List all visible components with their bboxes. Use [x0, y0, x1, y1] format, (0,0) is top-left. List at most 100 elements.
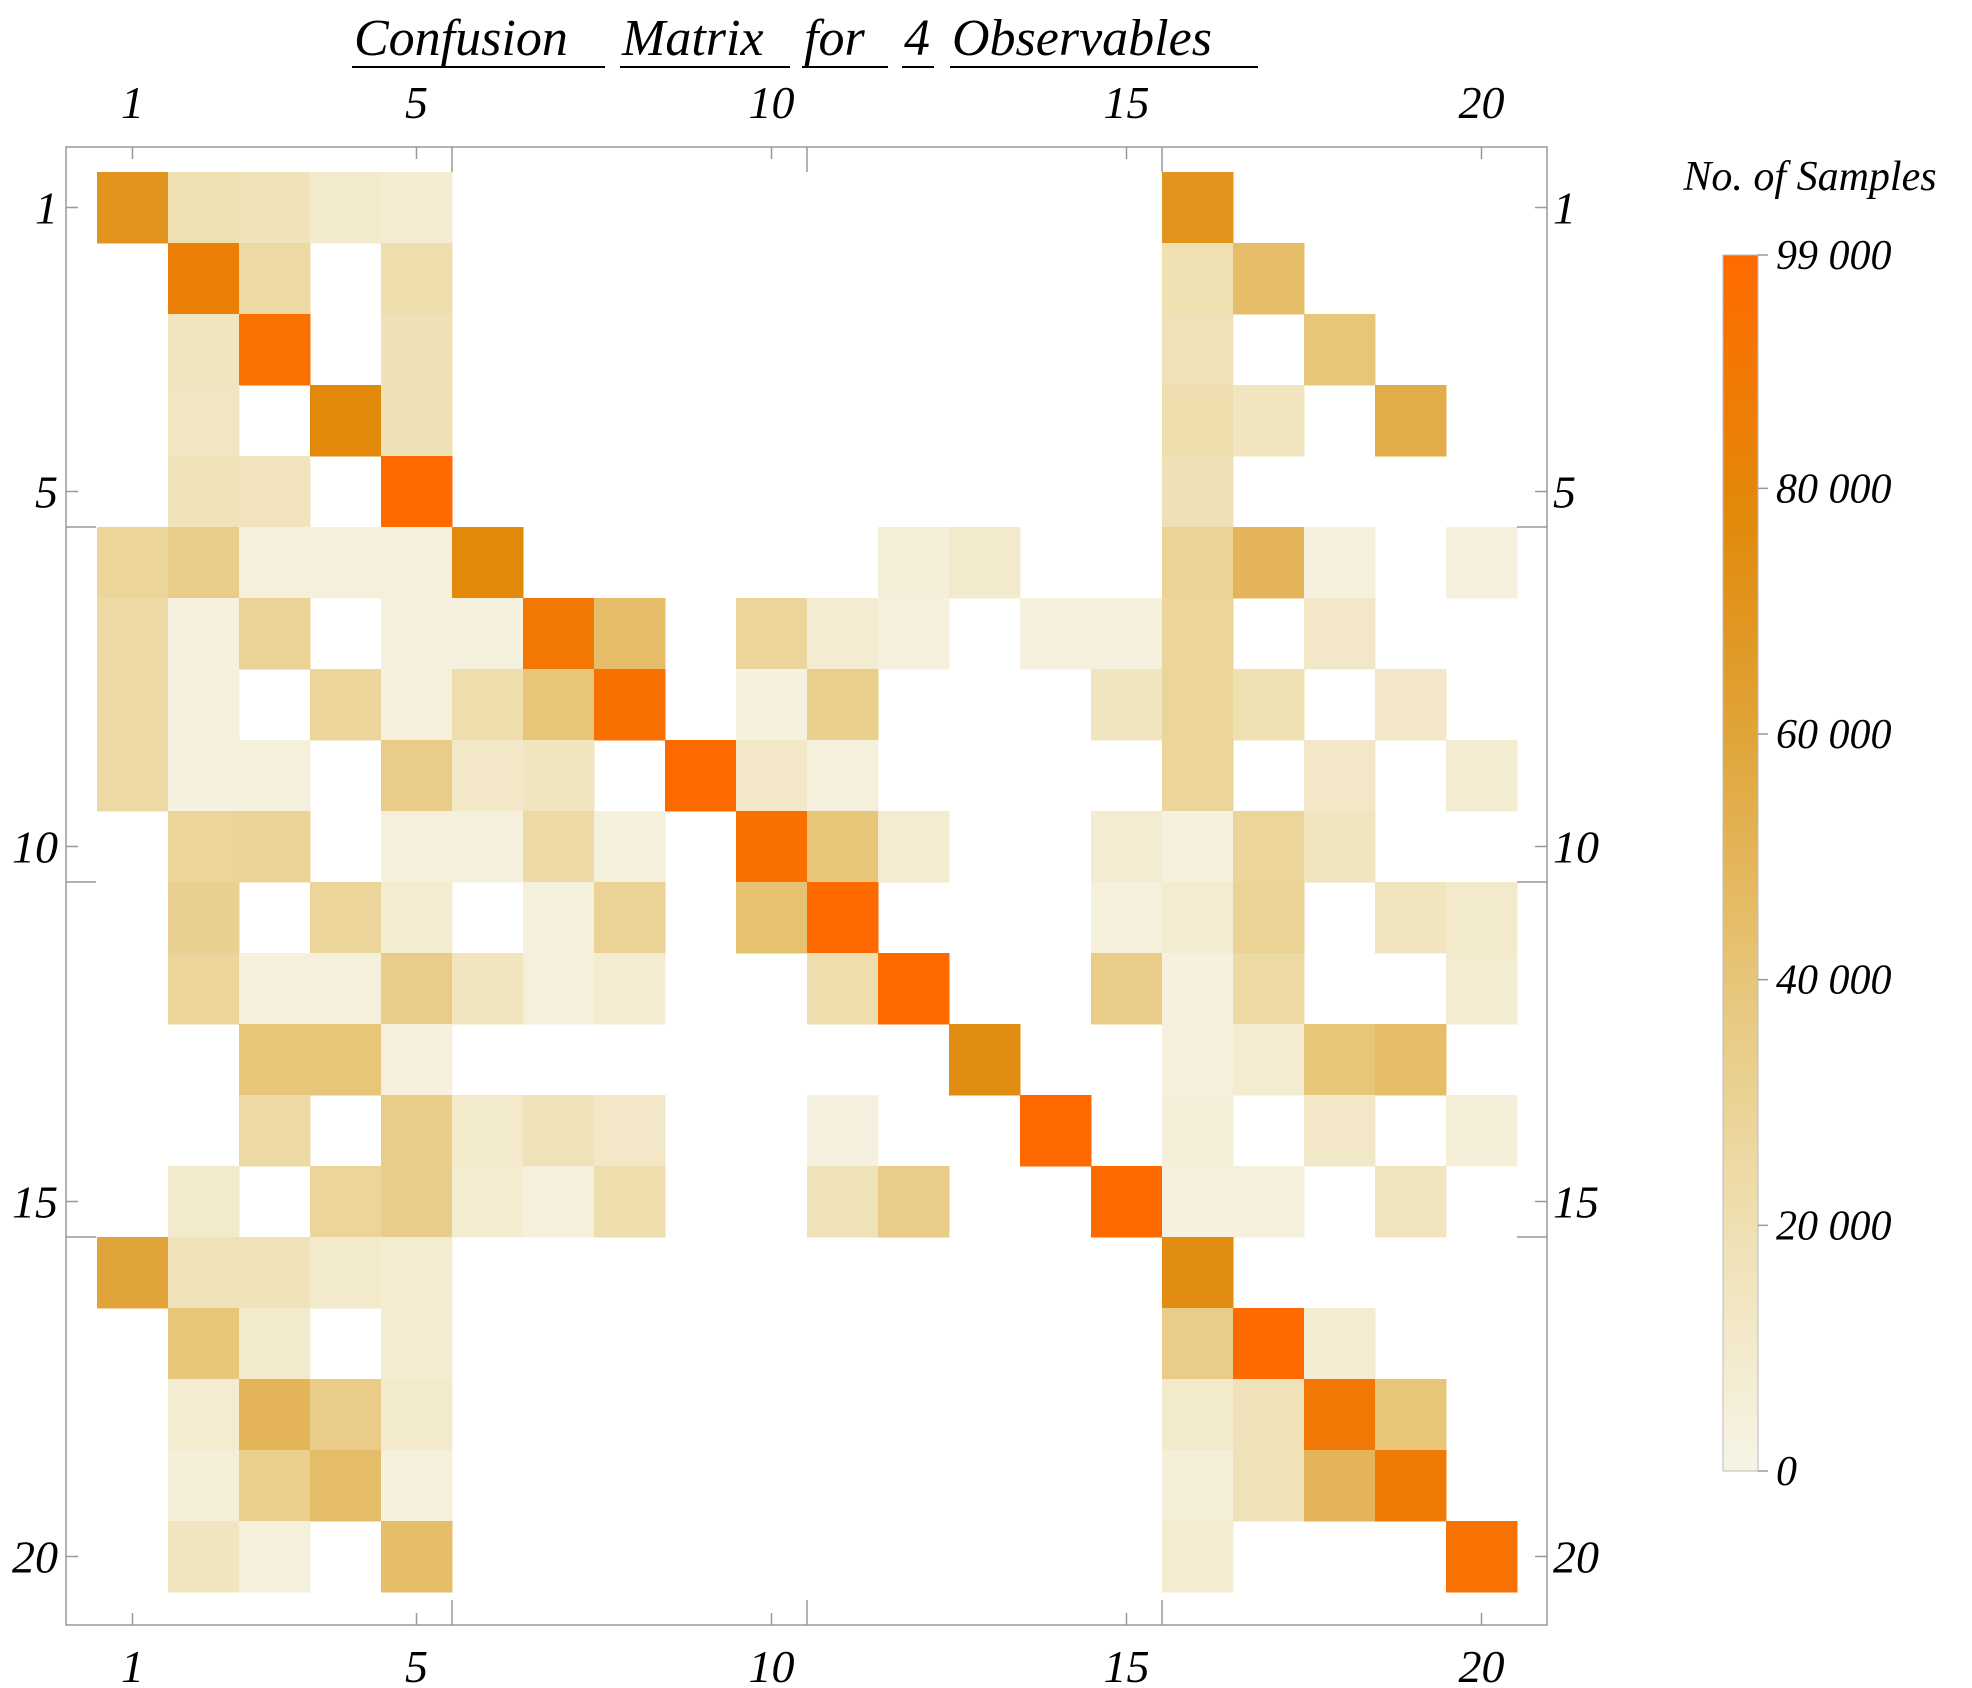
- y-tick-label-left: 20: [12, 1532, 58, 1583]
- heatmap-cell: [949, 527, 1021, 599]
- x-tick-label-top: 1: [121, 77, 144, 128]
- heatmap-cell: [1162, 314, 1234, 386]
- heatmap-cell: [239, 598, 311, 670]
- heatmap-cell: [1233, 953, 1305, 1025]
- heatmap-cell: [523, 1166, 595, 1238]
- colorbar-tick-label: 60 000: [1776, 712, 1892, 758]
- heatmap-cell: [878, 598, 950, 670]
- heatmap-cell: [1304, 1379, 1376, 1451]
- title-word: 4: [904, 10, 930, 67]
- heatmap-cell: [310, 882, 382, 954]
- axis-ticks: [66, 147, 1547, 1625]
- heatmap-cell: [452, 953, 524, 1025]
- heatmap-cells: [97, 172, 1518, 1593]
- heatmap-cell: [381, 598, 453, 670]
- heatmap-cell: [1304, 1450, 1376, 1522]
- x-tick-label-bottom: 15: [1104, 1641, 1150, 1688]
- heatmap-cell: [1233, 1308, 1305, 1380]
- heatmap-cell: [1446, 527, 1518, 599]
- heatmap-cell: [1162, 243, 1234, 315]
- heatmap-cell: [878, 527, 950, 599]
- colorbar-gradient: [1722, 254, 1759, 1472]
- heatmap-cell: [1162, 740, 1234, 812]
- heatmap-cell: [310, 953, 382, 1025]
- heatmap-cell: [452, 1166, 524, 1238]
- heatmap-cell: [1091, 811, 1163, 883]
- heatmap-cell: [310, 1166, 382, 1238]
- heatmap-cell: [594, 811, 666, 883]
- title-word: for: [804, 10, 865, 67]
- colorbar-tick-label: 99 000: [1776, 233, 1892, 279]
- heatmap-cell: [310, 669, 382, 741]
- heatmap-cell: [1233, 669, 1305, 741]
- heatmap-cell: [807, 1095, 879, 1167]
- heatmap-cell: [1162, 527, 1234, 599]
- heatmap-cell: [168, 385, 240, 457]
- heatmap-cell: [168, 527, 240, 599]
- heatmap-cell: [523, 740, 595, 812]
- y-tick-label-left: 10: [12, 822, 58, 873]
- heatmap-cell: [1162, 456, 1234, 528]
- heatmap-cell: [239, 740, 311, 812]
- heatmap-cell: [1375, 1450, 1447, 1522]
- heatmap-cell: [381, 1024, 453, 1096]
- heatmap-cell: [381, 1166, 453, 1238]
- colorbar-tick-label: 20 000: [1776, 1203, 1892, 1249]
- heatmap-cell: [523, 882, 595, 954]
- heatmap-cell: [807, 740, 879, 812]
- heatmap-cell: [239, 172, 311, 244]
- heatmap-cell: [1233, 811, 1305, 883]
- heatmap-cell: [239, 953, 311, 1025]
- heatmap-cell: [97, 527, 169, 599]
- heatmap-cell: [168, 1379, 240, 1451]
- y-tick-label-right: 20: [1553, 1532, 1599, 1583]
- heatmap-cell: [168, 598, 240, 670]
- heatmap-cell: [1162, 1308, 1234, 1380]
- title-word: Confusion: [354, 10, 568, 67]
- heatmap-cell: [1020, 1095, 1092, 1167]
- heatmap-cell: [168, 669, 240, 741]
- heatmap-cell: [1091, 882, 1163, 954]
- heatmap-cell: [594, 1166, 666, 1238]
- heatmap-cell: [1446, 953, 1518, 1025]
- heatmap-cell: [1233, 1450, 1305, 1522]
- heatmap-cell: [736, 740, 808, 812]
- heatmap-cell: [1091, 953, 1163, 1025]
- heatmap-cell: [1375, 1379, 1447, 1451]
- heatmap-cell: [168, 1308, 240, 1380]
- heatmap-cell: [168, 953, 240, 1025]
- heatmap-cell: [1233, 385, 1305, 457]
- x-tick-label-top: 10: [749, 77, 795, 128]
- heatmap-cell: [1375, 669, 1447, 741]
- heatmap-cell: [168, 740, 240, 812]
- x-tick-label-top: 20: [1459, 77, 1505, 128]
- heatmap-cell: [239, 1521, 311, 1593]
- heatmap-cell: [452, 598, 524, 670]
- heatmap-cell: [381, 456, 453, 528]
- axis-tick-labels: 1 5 10 15 20 1 5 10 15 20 1 5 10 15 20 1…: [12, 77, 1599, 1688]
- heatmap-cell: [168, 456, 240, 528]
- heatmap-cell: [97, 669, 169, 741]
- heatmap-cell: [1233, 1379, 1305, 1451]
- heatmap-cell: [239, 1379, 311, 1451]
- heatmap-cell: [381, 740, 453, 812]
- x-tick-label-bottom: 5: [405, 1641, 428, 1688]
- title-word: Observables: [952, 10, 1212, 67]
- title-word: Matrix: [621, 10, 764, 67]
- heatmap-cell: [239, 1237, 311, 1309]
- heatmap-cell: [1162, 1166, 1234, 1238]
- heatmap-cell: [239, 1095, 311, 1167]
- heatmap-cell: [381, 1237, 453, 1309]
- heatmap-cell: [1162, 385, 1234, 457]
- x-tick-label-top: 15: [1104, 77, 1150, 128]
- x-tick-label-top: 5: [405, 77, 428, 128]
- heatmap-cell: [807, 953, 879, 1025]
- heatmap-cell: [878, 953, 950, 1025]
- colorbar-ticks: [1758, 254, 1768, 1472]
- heatmap-cell: [1375, 882, 1447, 954]
- heatmap-cell: [1233, 1166, 1305, 1238]
- heatmap-cell: [594, 953, 666, 1025]
- heatmap-cell: [310, 1450, 382, 1522]
- heatmap-cell: [310, 1237, 382, 1309]
- heatmap-cell: [1233, 243, 1305, 315]
